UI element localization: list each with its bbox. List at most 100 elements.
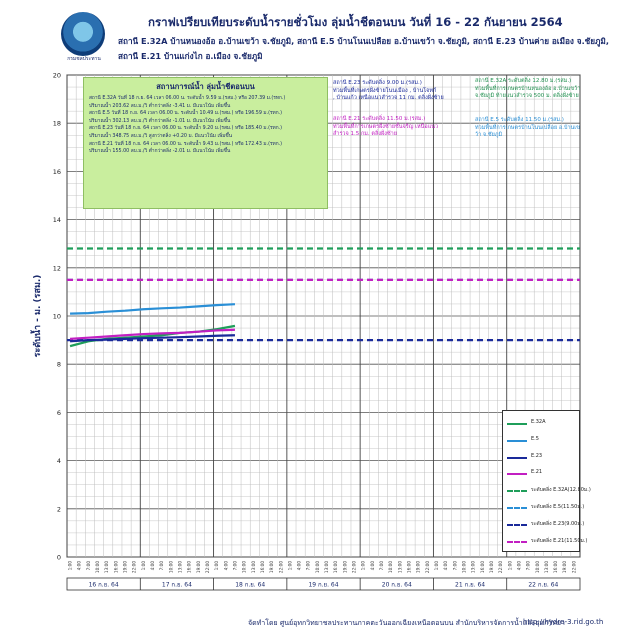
x-tick-label: 13:00 <box>544 561 549 573</box>
x-tick-label: 22:00 <box>425 561 430 573</box>
chart-subtitle-line1: สถานี E.32A บ้านหนองอ้อ อ.บ้านเขว้า จ.ชั… <box>118 36 609 46</box>
x-tick-label: 7:00 <box>86 561 91 571</box>
x-tick-label: 19:00 <box>269 561 274 573</box>
y-tick-label: 4 <box>57 457 61 465</box>
y-tick-label: 16 <box>53 168 61 176</box>
legend-swatch <box>507 507 527 509</box>
chart-title: กราฟเปรียบเทียบระดับน้ำรายชั่วโมง ลุ่มน้… <box>148 15 563 29</box>
legend-label: ระดับตลิ่ง E.32A(12.80ม.) <box>531 487 591 494</box>
note-line: ท่วมพื้นที่การเกษตรฝั่งซ้ายชั้นจริญ เหนื… <box>333 123 439 130</box>
x-tick-label: 19:00 <box>123 561 128 573</box>
x-tick-label: 16:00 <box>187 561 192 573</box>
y-axis-label: ระดับน้ำ - ม. (รสม.) <box>30 275 43 358</box>
x-tick-label: 10:00 <box>242 561 247 573</box>
x-tick-label: 22:00 <box>205 561 210 573</box>
y-tick-label: 0 <box>57 554 61 562</box>
legend-label: ระดับตลิ่ง E.23(9.00ม.) <box>531 520 585 527</box>
legend-swatch <box>507 490 527 493</box>
x-tick-label: 13:00 <box>397 561 402 573</box>
note-line: ท่วมพื้นที่การเกษตรบ้านหนองอ้อ อ.บ้านเขว… <box>475 85 581 92</box>
x-tick-label: 4:00 <box>223 561 228 571</box>
x-tick-label: 7:00 <box>232 561 237 571</box>
x-tick-label: 1:00 <box>434 561 439 571</box>
situation-line: ปริมาณน้ำ 155.00 ลบ.ม./วิ ต่ำกว่าตลิ่ง -… <box>89 149 231 155</box>
x-tick-label: 1:00 <box>214 561 219 571</box>
x-tick-label: 4:00 <box>297 561 302 571</box>
day-label: 19 ก.ย. 64 <box>308 582 338 589</box>
situation-line: สถานี E.32A วันที่ 18 ก.ย. 64 เวลา 06.00… <box>89 96 286 101</box>
situation-line: สถานี E.5 วันที่ 18 ก.ย. 64 เวลา 06.00 น… <box>89 111 283 117</box>
x-tick-label: 16:00 <box>480 561 485 573</box>
x-tick-label: 22:00 <box>278 561 283 573</box>
situation-line: ปริมาณน้ำ 302.13 ลบ.ม./วิ ต่ำกว่าตลิ่ง -… <box>89 118 231 124</box>
note-e21: สถานี E.21 ระดับตลิ่ง 11.50 ม.(รสม.) ท่ว… <box>333 116 438 139</box>
x-tick-label: 19:00 <box>416 561 421 573</box>
x-tick-label: 1:00 <box>141 561 146 571</box>
x-tick-label: 1:00 <box>507 561 512 571</box>
day-label: 18 ก.ย. 64 <box>235 582 265 589</box>
x-tick-label: 13:00 <box>324 561 329 573</box>
rid-logo <box>61 12 105 56</box>
day-label: 17 ก.ย. 64 <box>162 582 192 589</box>
legend-label: E.5 <box>531 435 539 442</box>
x-tick-label: 4:00 <box>443 561 448 571</box>
chart-legend: E.32A E.5 E.23 E.21 ระดับตลิ่ง E.32A(12.80ม.… <box>502 410 591 552</box>
note-e5: สถานี E.5 ระดับตลิ่ง 11.50 ม.(รสม.) ท่วม… <box>475 117 580 140</box>
day-label: 22 ก.ย. 64 <box>528 582 558 589</box>
note-line: สถานี E.23 ระดับตลิ่ง 9.00 ม.(รสม.) <box>333 80 422 86</box>
x-tick-label: 19:00 <box>196 561 201 573</box>
legend-swatch <box>507 439 527 442</box>
y-tick-label: 14 <box>53 216 61 224</box>
x-tick-label: 10:00 <box>95 561 100 573</box>
x-tick-label: 4:00 <box>77 561 82 571</box>
x-tick-label: 22:00 <box>571 561 576 573</box>
y-tick-label: 2 <box>57 505 61 513</box>
note-line: จ.ชัยภูมิ ท้ายแนวสำรวจ 500 ม. ตลิ่งฝั่งซ… <box>475 93 579 99</box>
y-tick-label: 12 <box>53 264 61 272</box>
x-tick-label: 16:00 <box>333 561 338 573</box>
x-tick-label: 16:00 <box>553 561 558 573</box>
note-line: สำรวจ 1.5 กม. ตลิ่งฝั่งซ้าย <box>333 131 397 137</box>
chart-subtitle-line2: สถานี E.21 บ้านแก่งไก อ.เมือง จ.ชัยภูมิ <box>118 51 263 61</box>
x-tick-label: 13:00 <box>471 561 476 573</box>
note-line: ท่วมพื้นที่เกษตรฝั่งซ้ายโนนเมือง , บ้านโ… <box>333 87 437 94</box>
legend-label: ระดับตลิ่ง E.21(11.50ม.) <box>531 537 588 544</box>
x-tick-label: 16:00 <box>260 561 265 573</box>
logo-caption: กรมชลประทาน <box>67 56 101 62</box>
x-tick-label: 10:00 <box>315 561 320 573</box>
x-tick-label: 19:00 <box>489 561 494 573</box>
y-tick-label: 20 <box>53 72 61 80</box>
y-tick-label: 8 <box>57 361 61 369</box>
day-label: 20 ก.ย. 64 <box>382 582 412 589</box>
x-tick-label: 13:00 <box>104 561 109 573</box>
series-line <box>69 328 235 340</box>
note-line: สถานี E.21 ระดับตลิ่ง 11.50 ม.(รสม.) <box>333 116 426 122</box>
x-tick-label: 22:00 <box>352 561 357 573</box>
note-line: ท่วมพื้นที่การเกษตรบ้านโนนเปลือย อ.บ้านเ… <box>475 124 580 131</box>
legend-swatch <box>507 423 527 425</box>
x-tick-label: 1:00 <box>287 561 292 571</box>
situation-heading: สถานการณ์น้ำ ลุ่มน้ำชีตอนบน <box>156 82 255 91</box>
x-tick-label: 7:00 <box>379 561 384 571</box>
legend-label: E.32A <box>531 419 546 425</box>
footer-url[interactable]: http://hydro-3.rid.go.th <box>523 618 604 626</box>
note-line: ว้า จ.ชัยภูมิ <box>475 132 503 138</box>
note-line: สถานี E.32A ระดับตลิ่ง 12.80 ม.(รสม.) <box>475 78 572 84</box>
situation-line: สถานี E.21 วันที่ 18 ก.ย. 64 เวลา 06.00 … <box>89 141 283 147</box>
note-line: สถานี E.5 ระดับตลิ่ง 11.50 ม.(รสม.) <box>475 117 564 123</box>
x-tick-label: 7:00 <box>159 561 164 571</box>
x-tick-label: 22:00 <box>498 561 503 573</box>
x-tick-label: 10:00 <box>388 561 393 573</box>
x-tick-label: 1:00 <box>361 561 366 571</box>
series-line <box>70 303 236 315</box>
note-e23: สถานี E.23 ระดับตลิ่ง 9.00 ม.(รสม.) ท่วม… <box>333 80 444 103</box>
x-tick-label: 1:00 <box>68 561 73 571</box>
x-tick-label: 16:00 <box>113 561 118 573</box>
x-tick-label: 10:00 <box>168 561 173 573</box>
y-tick-label: 6 <box>57 409 61 417</box>
note-line: , บ้านแก้ว เหนือแนวสำรวจ 11 กม. ตลิ่งฝั่… <box>333 95 444 101</box>
day-axis-box <box>66 577 581 591</box>
legend-label: ระดับตลิ่ง E.5(11.50ม.) <box>531 504 585 510</box>
x-tick-label: 16:00 <box>407 561 412 573</box>
x-tick-label: 7:00 <box>306 561 311 571</box>
